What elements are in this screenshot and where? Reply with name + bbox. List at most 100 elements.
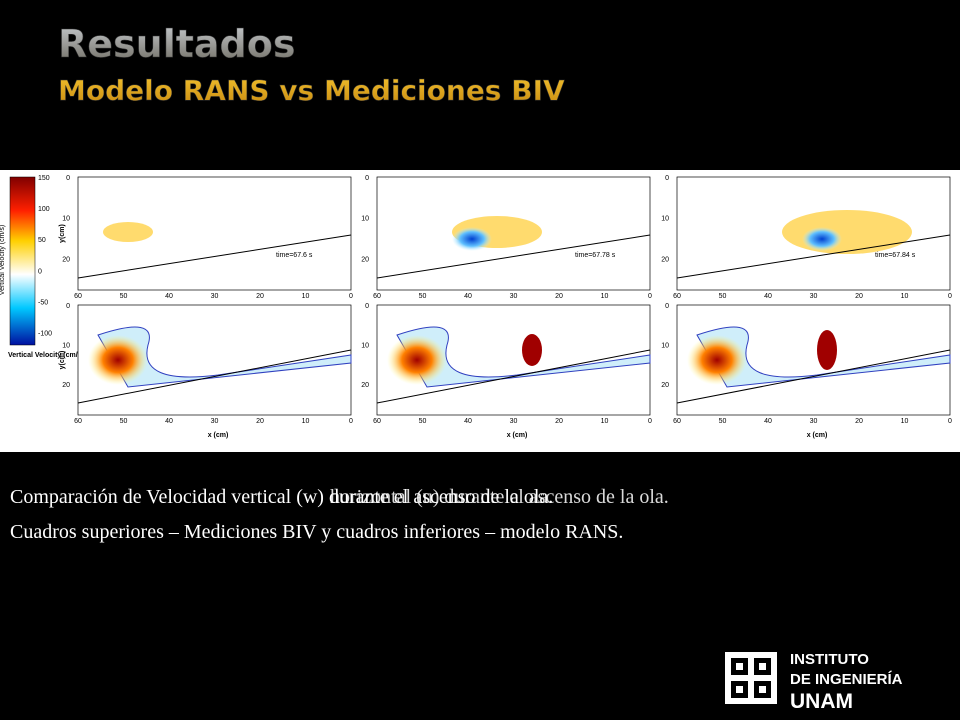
x-tick-label: 40 — [464, 418, 472, 425]
x-tick-label: 0 — [349, 293, 353, 300]
logo-text: DE INGENIERÍA — [790, 671, 903, 688]
x-tick-label: 20 — [555, 293, 563, 300]
colorbar — [9, 176, 36, 346]
y-tick-label: 0 — [665, 303, 669, 310]
colorbar-tick: -50 — [38, 299, 48, 306]
y-tick-label: 10 — [62, 343, 70, 350]
y-tick-label: 10 — [361, 343, 369, 350]
y-tick-label: 20 — [62, 382, 70, 389]
x-tick-label: 60 — [74, 293, 82, 300]
x-tick-label: 0 — [948, 293, 952, 300]
x-tick-label: 40 — [165, 293, 173, 300]
x-tick-label: 50 — [719, 418, 727, 425]
subtitle: Modelo RANS vs Mediciones BIV — [58, 74, 565, 107]
colorbar-tick: 0 — [38, 268, 42, 275]
x-tick-label: 40 — [764, 418, 772, 425]
x-tick-label: 30 — [211, 418, 219, 425]
blob — [452, 227, 492, 251]
y-tick-label: 0 — [665, 175, 669, 182]
x-tick-label: 0 — [648, 418, 652, 425]
x-tick-label: 60 — [373, 418, 381, 425]
caption-line: Cuadros superiores – Mediciones BIV y cu… — [10, 521, 623, 543]
x-tick-label: 50 — [120, 293, 128, 300]
x-tick-label: 50 — [419, 418, 427, 425]
x-tick-label: 10 — [601, 418, 609, 425]
x-axis-label: x (cm) — [807, 432, 828, 439]
logo — [725, 652, 777, 704]
x-tick-label: 20 — [855, 293, 863, 300]
x-tick-label: 10 — [601, 293, 609, 300]
y-tick-label: 10 — [361, 216, 369, 223]
x-tick-label: 50 — [419, 293, 427, 300]
x-tick-label: 60 — [673, 293, 681, 300]
x-tick-label: 30 — [510, 293, 518, 300]
slope-line — [676, 349, 951, 404]
x-tick-label: 50 — [120, 418, 128, 425]
y-tick-label: 0 — [66, 303, 70, 310]
x-tick-label: 20 — [256, 293, 264, 300]
y-tick-label: 20 — [361, 382, 369, 389]
blob — [88, 335, 148, 385]
x-tick-label: 60 — [673, 418, 681, 425]
logo-text: UNAM — [790, 690, 853, 713]
slope-line — [77, 234, 352, 279]
x-tick-label: 40 — [165, 418, 173, 425]
x-tick-label: 0 — [648, 293, 652, 300]
y-tick-label: 10 — [62, 216, 70, 223]
x-tick-label: 10 — [901, 418, 909, 425]
title: Resultados — [58, 22, 295, 66]
colorbar-tick: 50 — [38, 237, 46, 244]
x-tick-label: 30 — [510, 418, 518, 425]
y-tick-label: 20 — [361, 256, 369, 263]
x-tick-label: 0 — [349, 418, 353, 425]
x-axis-label: x (cm) — [507, 432, 528, 439]
y-tick-label: 20 — [661, 382, 669, 389]
blob — [687, 335, 747, 385]
blob — [522, 334, 542, 366]
x-tick-label: 10 — [302, 293, 310, 300]
colorbar-label: Vertical Velocity (cm/s) — [0, 225, 6, 295]
x-tick-label: 30 — [211, 293, 219, 300]
slope-line — [676, 234, 951, 279]
x-tick-label: 50 — [719, 293, 727, 300]
x-tick-label: 40 — [464, 293, 472, 300]
blob — [103, 222, 153, 242]
y-axis-label: y(cm) — [59, 351, 66, 370]
y-tick-label: 10 — [661, 343, 669, 350]
time-label: time=67.78 s — [575, 252, 616, 259]
colorbar-caption: Vertical Velocity (cm/s) — [8, 352, 84, 359]
slope-line — [77, 349, 352, 404]
caption-line: Comparación de Velocidad vertical (w) du… — [10, 486, 553, 508]
x-tick-label: 20 — [256, 418, 264, 425]
blob — [387, 335, 447, 385]
blob — [782, 210, 912, 254]
slope-line — [376, 349, 651, 404]
y-tick-label: 0 — [365, 175, 369, 182]
x-tick-label: 30 — [810, 418, 818, 425]
x-tick-label: 20 — [855, 418, 863, 425]
x-tick-label: 60 — [74, 418, 82, 425]
x-axis-label: x (cm) — [208, 432, 229, 439]
x-tick-label: 40 — [764, 293, 772, 300]
x-tick-label: 0 — [948, 418, 952, 425]
x-tick-label: 30 — [810, 293, 818, 300]
logo-text: INSTITUTO — [790, 651, 869, 668]
y-tick-label: 20 — [661, 256, 669, 263]
x-tick-label: 60 — [373, 293, 381, 300]
y-axis-label: y(cm) — [59, 224, 66, 243]
blob — [817, 330, 837, 370]
slope-line — [376, 234, 651, 279]
y-tick-label: 20 — [62, 256, 70, 263]
colorbar-tick: -100 — [38, 331, 52, 338]
y-tick-label: 10 — [661, 216, 669, 223]
time-label: time=67.6 s — [276, 252, 313, 259]
blob — [802, 227, 842, 251]
colorbar-tick: 150 — [38, 175, 50, 182]
y-tick-label: 0 — [365, 303, 369, 310]
x-tick-label: 10 — [901, 293, 909, 300]
caption-overlay: horizontal (u) durante el ascenso de la … — [330, 486, 669, 508]
time-label: time=67.84 s — [875, 252, 916, 259]
x-tick-label: 10 — [302, 418, 310, 425]
x-tick-label: 20 — [555, 418, 563, 425]
